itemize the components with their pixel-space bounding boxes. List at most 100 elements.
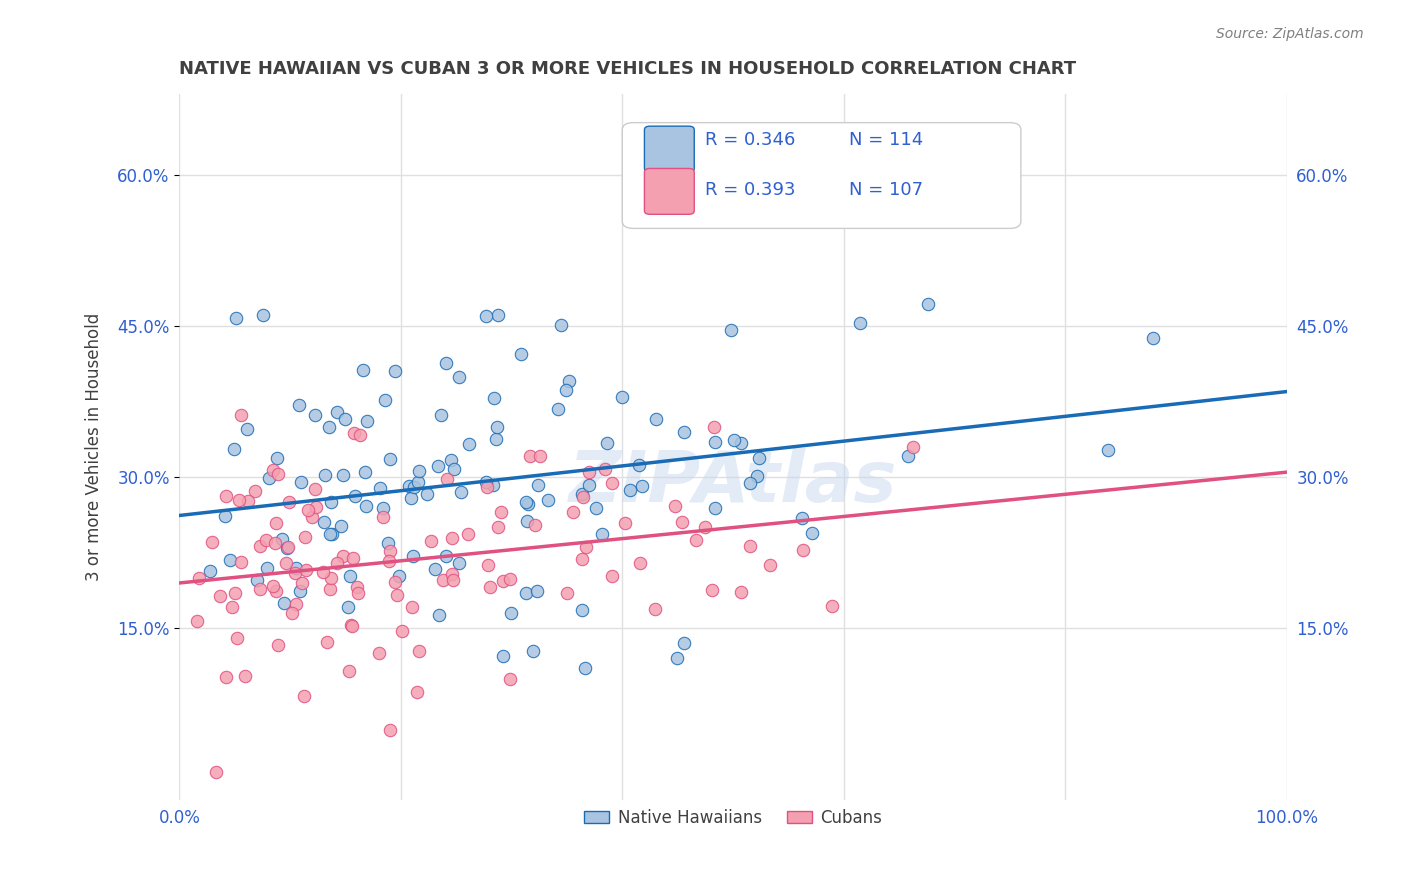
Cubans xyxy=(477,480,499,494)
FancyBboxPatch shape xyxy=(623,122,1021,228)
Native Hawaiians xyxy=(402,549,425,563)
Native Hawaiians xyxy=(236,422,259,436)
Cubans xyxy=(478,581,501,595)
Cubans xyxy=(304,483,326,497)
Cubans xyxy=(523,517,546,532)
Native Hawaiians xyxy=(849,316,872,330)
Native Hawaiians xyxy=(703,501,725,516)
Native Hawaiians xyxy=(356,499,378,513)
Text: ZIPAtlas: ZIPAtlas xyxy=(569,448,897,516)
Cubans xyxy=(759,558,782,572)
Native Hawaiians xyxy=(443,461,465,475)
Native Hawaiians xyxy=(800,526,823,541)
Native Hawaiians xyxy=(321,527,343,541)
Native Hawaiians xyxy=(266,450,288,465)
Native Hawaiians xyxy=(516,514,538,528)
Cubans xyxy=(221,599,243,614)
Cubans xyxy=(555,586,578,600)
Native Hawaiians xyxy=(897,449,920,463)
Cubans xyxy=(312,565,335,579)
Native Hawaiians xyxy=(336,599,359,614)
Cubans xyxy=(215,670,238,684)
Cubans xyxy=(738,539,761,553)
Cubans xyxy=(499,573,522,587)
Cubans xyxy=(343,425,366,440)
Cubans xyxy=(380,723,402,738)
Cubans xyxy=(486,520,509,534)
Native Hawaiians xyxy=(326,405,349,419)
Cubans xyxy=(276,556,298,570)
Native Hawaiians xyxy=(343,489,366,503)
Native Hawaiians xyxy=(723,433,745,447)
Native Hawaiians xyxy=(720,322,742,336)
Cubans xyxy=(685,533,707,547)
Cubans xyxy=(703,419,725,434)
Cubans xyxy=(491,574,513,588)
Native Hawaiians xyxy=(319,527,342,541)
Cubans xyxy=(267,638,290,652)
Text: N = 114: N = 114 xyxy=(849,131,924,149)
Cubans xyxy=(249,539,271,553)
Cubans xyxy=(340,618,363,632)
Cubans xyxy=(593,462,616,476)
Native Hawaiians xyxy=(408,464,430,478)
Native Hawaiians xyxy=(578,478,600,492)
Cubans xyxy=(401,600,423,615)
Native Hawaiians xyxy=(475,475,498,490)
Native Hawaiians xyxy=(434,356,457,370)
Cubans xyxy=(349,427,371,442)
Cubans xyxy=(262,579,284,593)
Native Hawaiians xyxy=(450,485,472,500)
Cubans xyxy=(200,535,222,549)
Cubans xyxy=(792,543,814,558)
Native Hawaiians xyxy=(371,500,394,515)
Native Hawaiians xyxy=(288,398,311,412)
Native Hawaiians xyxy=(527,478,550,492)
Native Hawaiians xyxy=(198,565,221,579)
Native Hawaiians xyxy=(510,347,533,361)
Cubans xyxy=(671,516,693,530)
Cubans xyxy=(264,535,287,549)
Native Hawaiians xyxy=(252,308,274,322)
Native Hawaiians xyxy=(522,644,544,658)
Native Hawaiians xyxy=(447,556,470,570)
Native Hawaiians xyxy=(257,471,280,485)
Native Hawaiians xyxy=(304,409,326,423)
Cubans xyxy=(209,590,232,604)
Native Hawaiians xyxy=(550,318,572,333)
Cubans xyxy=(600,475,623,490)
Cubans xyxy=(385,588,408,602)
Native Hawaiians xyxy=(314,468,336,483)
Native Hawaiians xyxy=(571,487,593,501)
Cubans xyxy=(600,569,623,583)
Native Hawaiians xyxy=(429,409,451,423)
Native Hawaiians xyxy=(377,535,399,549)
Native Hawaiians xyxy=(591,526,613,541)
Cubans xyxy=(578,466,600,480)
Native Hawaiians xyxy=(408,475,430,490)
Native Hawaiians xyxy=(339,569,361,583)
Native Hawaiians xyxy=(645,412,668,426)
Cubans xyxy=(319,582,342,596)
Cubans xyxy=(432,573,454,587)
Native Hawaiians xyxy=(666,650,689,665)
Cubans xyxy=(294,530,316,544)
Native Hawaiians xyxy=(672,425,695,440)
Cubans xyxy=(281,607,304,621)
Cubans xyxy=(262,463,284,477)
Native Hawaiians xyxy=(427,458,450,473)
Cubans xyxy=(441,531,464,545)
Native Hawaiians xyxy=(571,603,593,617)
Native Hawaiians xyxy=(1142,331,1164,345)
Cubans xyxy=(264,583,287,598)
Native Hawaiians xyxy=(425,562,447,576)
Native Hawaiians xyxy=(416,486,439,500)
Native Hawaiians xyxy=(555,384,578,398)
Native Hawaiians xyxy=(547,401,569,416)
Cubans xyxy=(226,631,249,645)
Y-axis label: 3 or more Vehicles in Household: 3 or more Vehicles in Household xyxy=(86,313,103,581)
Native Hawaiians xyxy=(517,497,540,511)
Cubans xyxy=(664,499,686,513)
Text: Source: ZipAtlas.com: Source: ZipAtlas.com xyxy=(1216,27,1364,41)
Native Hawaiians xyxy=(740,475,762,490)
